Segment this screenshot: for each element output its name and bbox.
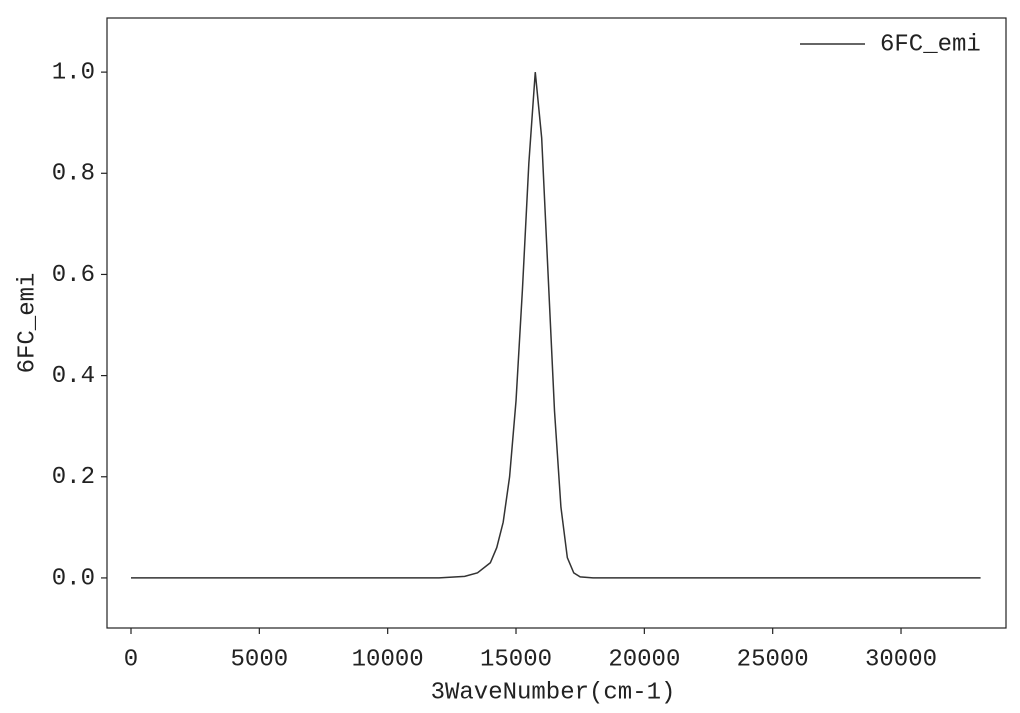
y-tick-label: 0.2 <box>52 464 95 491</box>
y-tick-label: 0.6 <box>52 262 95 289</box>
x-tick-label: 15000 <box>480 646 552 673</box>
y-axis-label: 6FC_emi <box>14 273 41 374</box>
y-tick-label: 0.8 <box>52 161 95 188</box>
y-tick-label: 0.0 <box>52 565 95 592</box>
x-tick-label: 0 <box>124 646 138 673</box>
x-tick-label: 10000 <box>352 646 424 673</box>
line-series <box>130 72 981 579</box>
legend-label: 6FC_emi <box>880 31 981 58</box>
y-tick-label: 0.4 <box>52 363 95 390</box>
x-tick-label: 30000 <box>865 646 937 673</box>
x-tick-label: 20000 <box>608 646 680 673</box>
plot-frame <box>106 17 1007 629</box>
x-axis-label: 3WaveNumber(cm-1) <box>431 679 676 706</box>
y-tick-label: 1.0 <box>52 59 95 86</box>
x-tick-label: 25000 <box>737 646 809 673</box>
x-tick-label: 5000 <box>231 646 289 673</box>
